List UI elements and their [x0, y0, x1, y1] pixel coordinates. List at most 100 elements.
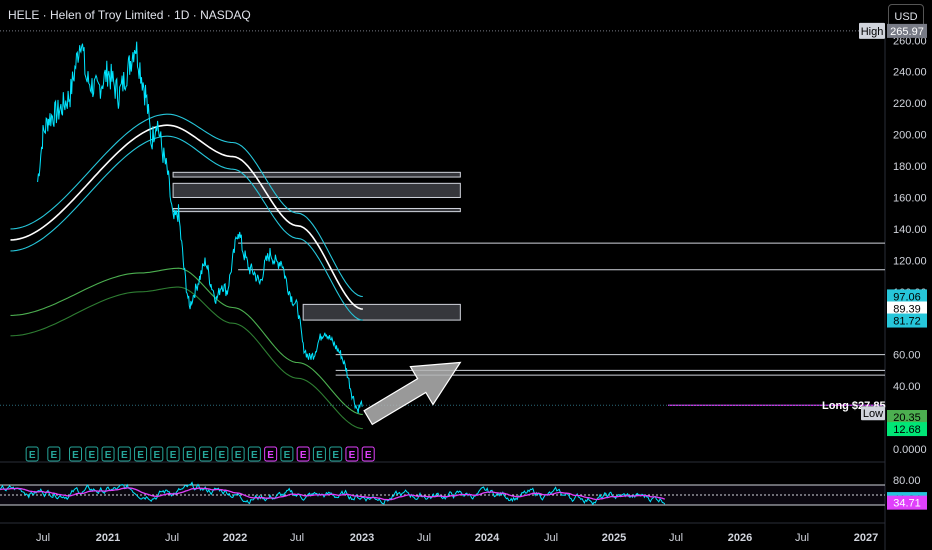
- earnings-marker-box: [25, 446, 39, 462]
- price-badge-label: 265.97: [890, 26, 924, 38]
- price-badge-box: [887, 289, 927, 304]
- price-badge-box: [887, 313, 927, 328]
- projection-arrow: [363, 361, 462, 426]
- price-badge-label: 97.06: [893, 291, 921, 303]
- y-tick-label: 240.00: [893, 67, 927, 79]
- price-badge-label: 12.68: [893, 424, 921, 436]
- y-tick-label: 260.00: [893, 35, 927, 47]
- x-tick-label: 2027: [854, 532, 878, 544]
- high-label-box: [859, 22, 885, 39]
- earnings-marker-label: E: [235, 450, 242, 461]
- zone-rect: [172, 182, 461, 198]
- earnings-marker-box: [280, 446, 294, 462]
- earnings-marker-box: [329, 446, 343, 462]
- x-tick-label: Jul: [795, 532, 809, 544]
- moving-average-line: [10, 286, 363, 430]
- rsi-signal-line: [0, 487, 666, 501]
- earnings-marker-box: [182, 446, 196, 462]
- x-tick-label: Jul: [165, 532, 179, 544]
- earnings-marker-label: E: [267, 450, 274, 461]
- osc-badge-label: 34.71: [893, 498, 921, 510]
- y-tick-label: 140.00: [893, 224, 927, 236]
- moving-average-line: [10, 267, 363, 415]
- earnings-marker-box: [345, 446, 359, 462]
- price-badge-label: 89.39: [893, 303, 921, 315]
- earnings-marker-box: [69, 446, 83, 462]
- price-badge-label: 20.35: [893, 412, 921, 424]
- low-label-box: [861, 406, 885, 421]
- price-badge-box: [887, 23, 927, 38]
- earnings-marker-box: [134, 446, 148, 462]
- moving-average-line: [10, 113, 363, 298]
- price-series-line: [37, 41, 363, 414]
- y-tick-label: 60.00: [893, 350, 921, 362]
- x-tick-label: 2023: [350, 532, 374, 544]
- earnings-marker-box: [264, 446, 278, 462]
- price-badge-label: 81.72: [893, 316, 921, 328]
- earnings-marker-label: E: [251, 450, 258, 461]
- earnings-marker-label: E: [88, 450, 95, 461]
- earnings-marker-box: [296, 446, 310, 462]
- zone-rect: [172, 171, 461, 178]
- earnings-marker-box: [150, 446, 164, 462]
- x-tick-label: 2022: [223, 532, 247, 544]
- y-tick-label: 180.00: [893, 161, 927, 173]
- x-tick-label: 2021: [96, 532, 120, 544]
- earnings-marker-box: [247, 446, 261, 462]
- chart-title: HELE · Helen of Troy Limited · 1D · NASD…: [8, 8, 251, 22]
- price-badge-box: [887, 301, 927, 316]
- earnings-marker-box: [199, 446, 213, 462]
- zone-rect: [172, 207, 461, 213]
- moving-average-line: [10, 135, 363, 321]
- x-tick-label: Jul: [669, 532, 683, 544]
- earnings-marker-label: E: [153, 450, 160, 461]
- earnings-marker-label: E: [316, 450, 323, 461]
- earnings-marker-label: E: [332, 450, 339, 461]
- earnings-marker-label: E: [137, 450, 144, 461]
- x-tick-label: Jul: [36, 532, 50, 544]
- earnings-marker-label: E: [121, 450, 128, 461]
- y-tick-label: 200.00: [893, 130, 927, 142]
- y-tick-label: 0.0000: [893, 444, 927, 456]
- earnings-marker-box: [85, 446, 99, 462]
- earnings-marker-box: [101, 446, 115, 462]
- earnings-marker-label: E: [29, 450, 36, 461]
- earnings-marker-label: E: [219, 450, 226, 461]
- earnings-marker-box: [215, 446, 229, 462]
- x-tick-label: Jul: [544, 532, 558, 544]
- earnings-marker-box: [231, 446, 245, 462]
- y-tick-label: 220.00: [893, 98, 927, 110]
- x-tick-label: 2026: [728, 532, 752, 544]
- y-tick-label: 160.00: [893, 192, 927, 204]
- y-tick-label: 120.00: [893, 255, 927, 267]
- moving-average-line: [10, 124, 363, 310]
- earnings-marker-box: [117, 446, 131, 462]
- earnings-marker-label: E: [300, 450, 307, 461]
- earnings-marker-box: [166, 446, 180, 462]
- earnings-marker-label: E: [284, 450, 291, 461]
- low-label: Low: [863, 408, 883, 420]
- earnings-marker-box: [47, 446, 61, 462]
- x-tick-label: 2025: [602, 532, 626, 544]
- earnings-marker-label: E: [365, 450, 372, 461]
- x-tick-label: Jul: [290, 532, 304, 544]
- x-tick-label: 2024: [475, 532, 500, 544]
- earnings-marker-label: E: [72, 450, 79, 461]
- earnings-marker-label: E: [105, 450, 112, 461]
- price-badge-box: [887, 410, 927, 425]
- earnings-marker-label: E: [349, 450, 356, 461]
- osc-badge-box: [887, 495, 927, 510]
- x-tick-label: Jul: [417, 532, 431, 544]
- earnings-marker-label: E: [186, 450, 193, 461]
- earnings-marker-box: [361, 446, 375, 462]
- y-tick-label: 40.00: [893, 381, 921, 393]
- earnings-marker-label: E: [202, 450, 209, 461]
- earnings-marker-label: E: [51, 450, 58, 461]
- zone-rect: [302, 303, 461, 321]
- earnings-marker-label: E: [170, 450, 177, 461]
- high-label: High: [861, 26, 884, 38]
- price-badge-box: [887, 422, 927, 437]
- earnings-marker-box: [312, 446, 326, 462]
- osc-tick-label: 80.00: [893, 475, 921, 487]
